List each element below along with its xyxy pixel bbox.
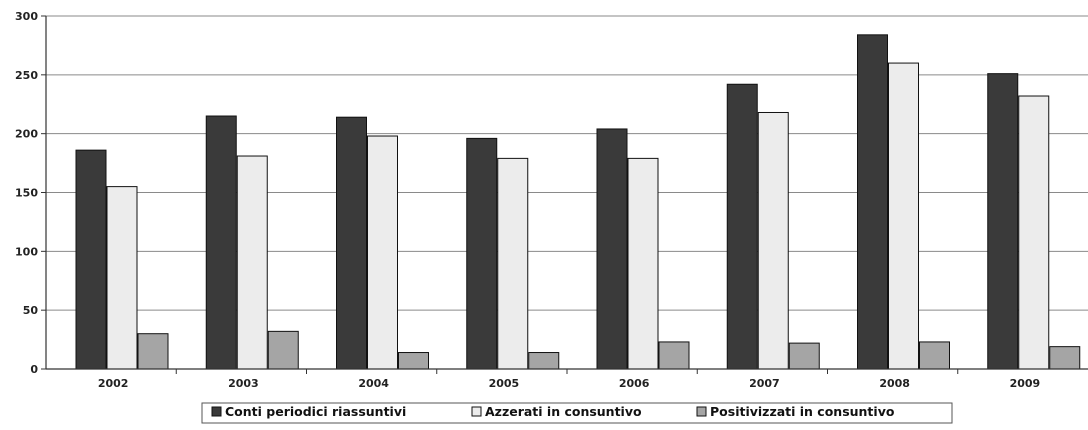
x-tick-label: 2006 [619,377,650,390]
bar-positivizzati-2005 [528,352,560,370]
legend-label: Positivizzati in consuntivo [710,404,895,419]
legend-swatch [471,406,482,417]
bar-conti-2006 [596,128,628,370]
bar-conti-2002 [75,149,107,370]
legend-label: Azzerati in consuntivo [485,404,642,419]
bar-azzerati-2005 [497,157,529,370]
legend-label: Conti periodici riassuntivi [225,404,406,419]
bar-azzerati-2002 [106,186,138,370]
x-tick-label: 2009 [1010,377,1041,390]
bar-positivizzati-2008 [919,341,950,370]
gridlines [46,15,1088,311]
bar-azzerati-2006 [627,157,659,370]
x-tick-label: 2007 [749,377,780,390]
bar-conti-2005 [466,137,498,370]
x-tick-label: 2004 [358,377,389,390]
bar-azzerati-2007 [757,111,789,370]
bar-azzerati-2004 [367,135,398,370]
bar-conti-2008 [857,34,888,370]
bar-positivizzati-2004 [398,352,429,370]
bar-conti-2007 [726,83,758,370]
legend: Conti periodici riassuntivi Azzerati in c… [201,402,953,424]
bar-conti-2003 [205,115,237,370]
axes [41,15,1088,374]
bars [75,34,1081,370]
y-tick-label: 300 [15,10,38,23]
bar-azzerati-2003 [236,155,268,370]
y-tick-label: 250 [15,69,38,82]
x-tick-labels: 2002 2003 2004 2005 2006 2007 2008 2009 [98,377,1040,390]
bar-conti-2004 [336,116,367,370]
bar-positivizzati-2002 [137,333,169,370]
x-tick-label: 2003 [228,377,259,390]
legend-swatch [211,406,222,417]
x-tick-label: 2008 [879,377,910,390]
bar-positivizzati-2003 [267,330,299,370]
y-tick-labels: 0 50 100 150 200 250 300 [15,10,38,376]
bar-conti-2009 [987,73,1019,370]
bar-positivizzati-2006 [658,341,690,370]
bar-positivizzati-2007 [788,342,820,370]
bar-positivizzati-2009 [1049,346,1081,370]
legend-swatch [696,406,707,417]
y-tick-label: 150 [15,187,38,200]
bar-azzerati-2009 [1018,95,1050,370]
x-tick-label: 2002 [98,377,129,390]
y-tick-label: 50 [23,304,39,317]
y-tick-label: 0 [30,363,38,376]
bar-azzerati-2008 [888,62,919,370]
y-tick-label: 100 [15,245,38,258]
x-tick-label: 2005 [489,377,520,390]
y-tick-label: 200 [15,128,38,141]
legend-frame [201,402,953,424]
